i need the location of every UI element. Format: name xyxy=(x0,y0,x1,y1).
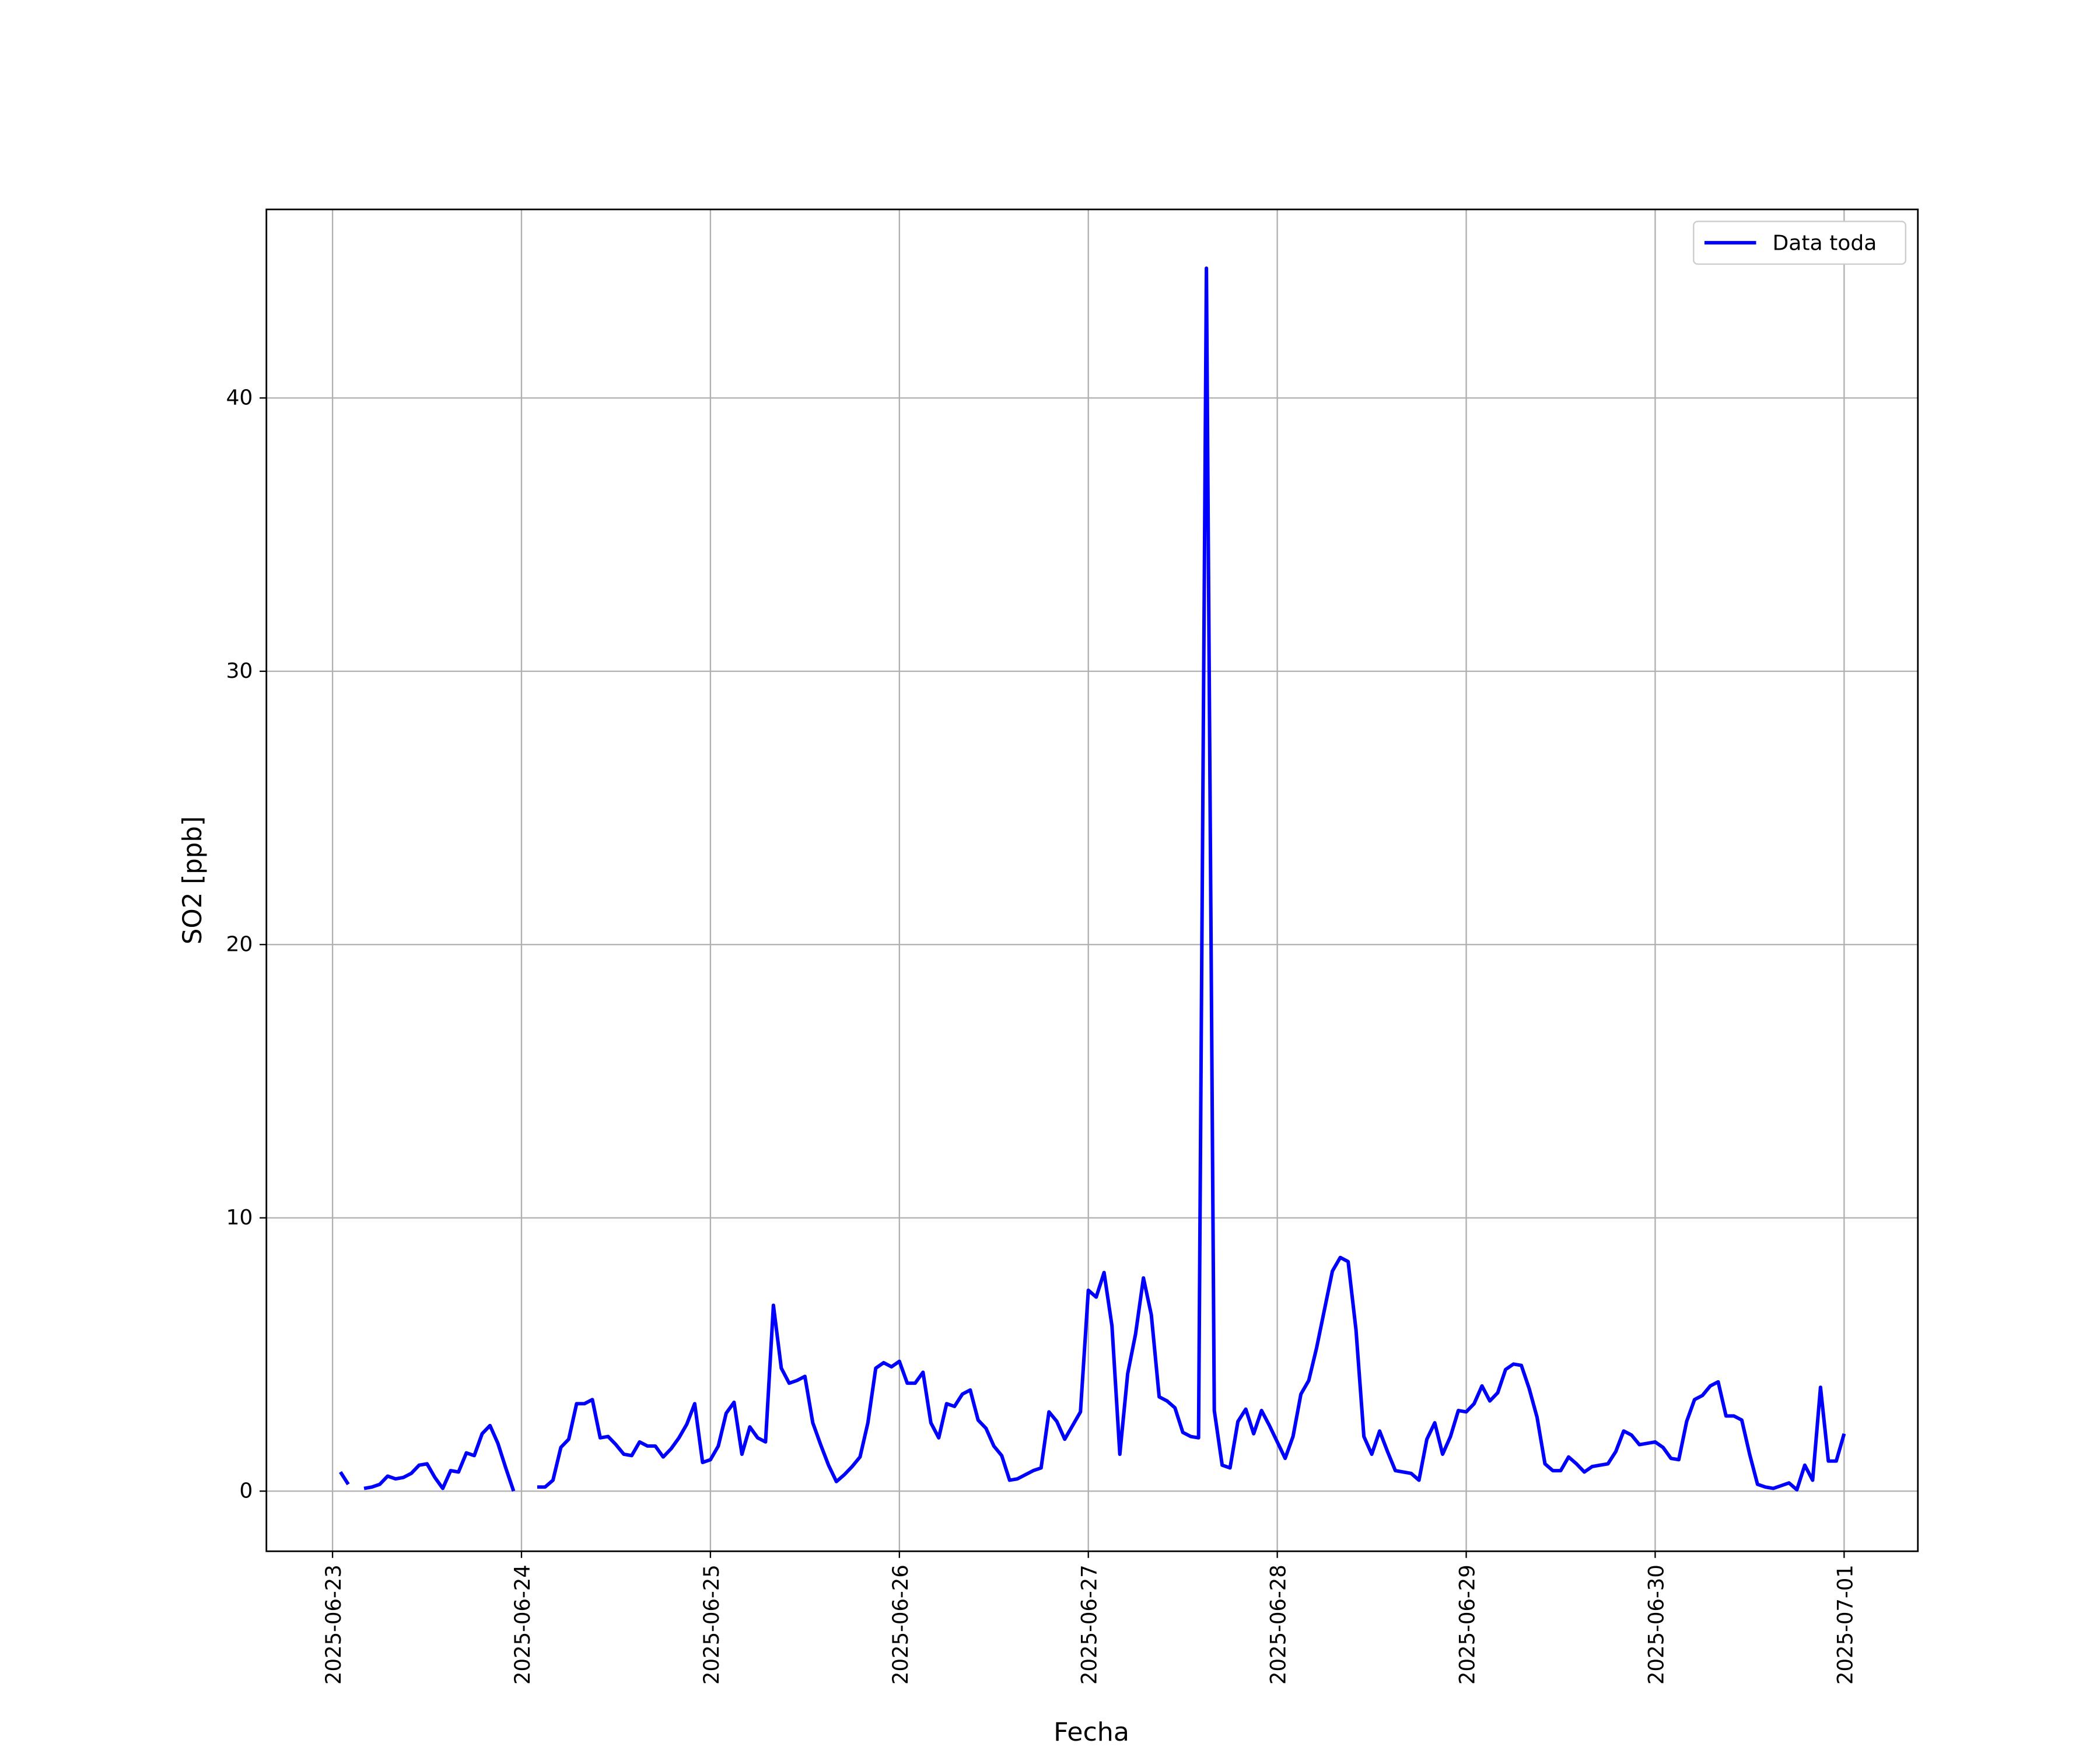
y-tick-label: 10 xyxy=(226,1206,253,1230)
x-tick-label: 2025-06-30 xyxy=(1644,1564,1668,1685)
x-tick-label: 2025-06-26 xyxy=(888,1564,912,1685)
x-tick-label: 2025-06-27 xyxy=(1077,1564,1101,1685)
x-tick-label: 2025-07-01 xyxy=(1833,1564,1857,1685)
y-tick-label: 30 xyxy=(226,659,253,683)
x-tick-label: 2025-06-29 xyxy=(1455,1564,1479,1685)
y-tick-label: 40 xyxy=(226,386,253,410)
plot-frame xyxy=(265,208,1919,1552)
x-axis-label: Fecha xyxy=(1054,1717,1129,1747)
x-tick-label: 2025-06-24 xyxy=(511,1564,535,1685)
grid-layer xyxy=(266,209,1918,1552)
x-tick-label: 2025-06-28 xyxy=(1266,1564,1290,1685)
legend-label: Data toda xyxy=(1772,232,1877,256)
plot-layer xyxy=(339,266,1846,1492)
data-line xyxy=(339,266,1846,1492)
y-tick-label: 20 xyxy=(226,933,253,957)
y-axis-label: SO2 [ppb] xyxy=(177,816,207,944)
y-tick-label: 0 xyxy=(239,1479,253,1503)
x-tick-label: 2025-06-25 xyxy=(700,1564,724,1685)
legend: Data toda xyxy=(1693,220,1906,265)
legend-frame xyxy=(1693,220,1906,265)
x-tick-label: 2025-06-23 xyxy=(322,1564,346,1685)
